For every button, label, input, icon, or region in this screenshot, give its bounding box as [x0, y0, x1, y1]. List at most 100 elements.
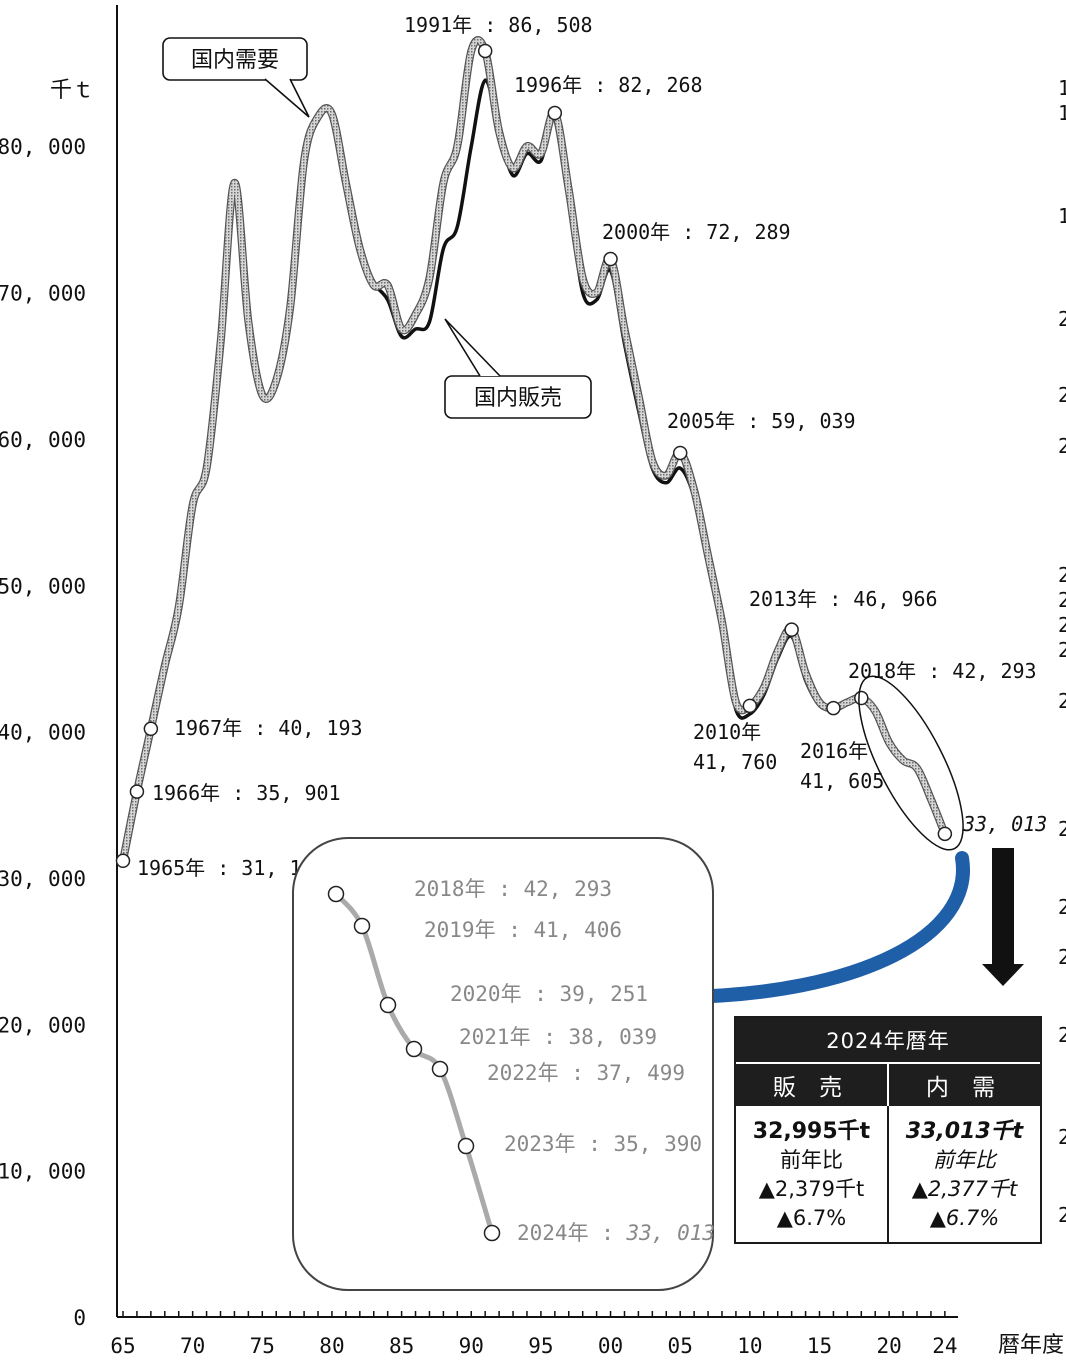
data-label: 2005年 : 59, 039: [667, 409, 856, 433]
data-point-marker: [129, 784, 145, 799]
edge-digit: 2: [1058, 434, 1066, 458]
inset-label: 2018年 : 42, 293: [414, 877, 612, 901]
summary-title: 2024年暦年: [736, 1018, 1040, 1062]
edge-digit: 2: [1058, 1023, 1066, 1047]
demand-total: 33,013千t: [905, 1119, 1024, 1144]
callout-label: 国内需要: [191, 48, 279, 73]
callout-demand: 国内需要: [162, 37, 310, 118]
x-tick-label: 20: [877, 1334, 902, 1358]
data-label: 2016年: [800, 739, 868, 763]
callout-pointer: [444, 318, 501, 377]
zoom-arrow: [673, 851, 970, 1004]
data-label: 1967年 : 40, 193: [174, 716, 363, 740]
data-point-marker: [603, 251, 618, 267]
data-point-marker: [854, 690, 869, 706]
inset-frame: [292, 837, 714, 1291]
sales-total: 32,995千t: [752, 1119, 871, 1144]
demand-yoy-label: 前年比: [933, 1148, 996, 1172]
y-tick-label: 70, 000: [0, 282, 86, 306]
inset-label: 2024年 : 33, 013: [517, 1221, 715, 1245]
data-label: 1966年 : 35, 901: [152, 781, 341, 805]
callout-pointer: [264, 78, 310, 118]
edge-digit: 2: [1058, 307, 1066, 331]
y-tick-label: 10, 000: [0, 1160, 86, 1184]
sales-header: 販 売: [736, 1064, 889, 1106]
summary-panel: 2024年暦年 販 売 内 需 32,995千t 前年比 ▲2,379千t ▲6…: [734, 1016, 1042, 1244]
data-point-marker: [547, 105, 563, 121]
y-tick-label: 50, 000: [0, 574, 86, 598]
inset-point-marker: [431, 1060, 449, 1078]
demand-change: ▲2,377千t: [911, 1177, 1018, 1201]
sales-column: 32,995千t 前年比 ▲2,379千t ▲6.7%: [736, 1106, 889, 1244]
x-tick-label: 95: [528, 1334, 553, 1358]
edge-digit: 1: [1058, 101, 1066, 125]
data-point-marker: [826, 700, 841, 716]
data-point-marker: [143, 721, 159, 737]
x-tick-label: 85: [389, 1334, 414, 1358]
demand-change-pct: ▲6.7%: [929, 1206, 1000, 1230]
demand-header: 内 需: [925, 1075, 1004, 1101]
inset-point-marker: [353, 917, 371, 935]
sales-change-pct: ▲6.7%: [776, 1206, 847, 1230]
data-label: 41, 605: [800, 769, 884, 793]
y-tick-label: 40, 000: [0, 721, 86, 745]
data-point-marker: [937, 826, 953, 842]
inset-point-marker: [405, 1040, 423, 1058]
edge-digit: 2: [1058, 613, 1066, 637]
data-label: 1965年 : 31, 172: [137, 856, 326, 880]
y-tick-label: 80, 000: [0, 135, 86, 159]
edge-digit: 2: [1058, 689, 1066, 713]
edge-digit: 2: [1058, 817, 1066, 841]
inset-label-year: 2024年 :: [517, 1221, 627, 1245]
y-tick-label: 30, 000: [0, 867, 86, 891]
inset-label: 2022年 : 37, 499: [487, 1061, 685, 1085]
edge-digit: 1: [1058, 204, 1066, 228]
data-label: 1996年 : 82, 268: [514, 73, 703, 97]
inset-point-marker: [379, 996, 397, 1014]
callout-box: [444, 375, 592, 419]
demand-line: [120, 37, 948, 862]
data-label: 1991年 : 86, 508: [404, 13, 593, 37]
x-tick-label: 05: [668, 1334, 693, 1358]
callout-label: 国内販売: [474, 386, 562, 411]
edge-digit: 2: [1058, 1125, 1066, 1149]
inset-label: 2020年 : 39, 251: [450, 982, 648, 1006]
edge-digit: 1: [1058, 76, 1066, 100]
data-label: 2010年: [693, 720, 761, 744]
data-point-marker: [742, 698, 758, 714]
data-point-marker: [784, 622, 799, 637]
inset-point-marker: [483, 1224, 501, 1242]
data-point-marker: [477, 43, 493, 59]
sales-yoy-label: 前年比: [780, 1148, 843, 1172]
data-label: 2013年 : 46, 966: [749, 587, 938, 611]
callout-box: [162, 37, 308, 81]
edge-digit: 2: [1058, 588, 1066, 612]
highlight-ellipse: [858, 675, 964, 851]
x-tick-label: 00: [598, 1334, 623, 1358]
x-tick-label: 80: [319, 1334, 344, 1358]
x-tick-label: 75: [250, 1334, 275, 1358]
inset-point-marker: [457, 1137, 475, 1155]
inset-label: 2019年 : 41, 406: [424, 918, 622, 942]
inset-point-marker: [327, 885, 345, 903]
x-tick-label: 10: [737, 1334, 762, 1358]
inset-label-value: 33, 013: [626, 1221, 716, 1245]
edge-digit: 2: [1058, 895, 1066, 919]
sales-change: ▲2,379千t: [758, 1177, 865, 1201]
edge-digit: 2: [1058, 383, 1066, 407]
data-point-marker: [672, 445, 688, 461]
x-tick-label: 65: [110, 1334, 135, 1358]
inset-label: 2021年 : 38, 039: [459, 1025, 657, 1049]
x-tick-label: 70: [180, 1334, 205, 1358]
data-label: 41, 760: [693, 750, 777, 774]
edge-digit: 2: [1058, 945, 1066, 969]
y-tick-label: 0: [73, 1306, 86, 1330]
inset-label: 2023年 : 35, 390: [504, 1132, 702, 1156]
down-arrow-head: [982, 964, 1024, 986]
inset-zoom: 2018年 : 42, 293 2019年 : 41, 406 2020年 : 39…: [292, 837, 715, 1291]
edge-digit: 2: [1058, 638, 1066, 662]
axes: 千ｔ 暦年度 0 10, 000 20, 000 30, 000 40, 000 50, 00…: [0, 5, 1064, 1358]
callout-sales: 国内販売: [444, 318, 592, 419]
